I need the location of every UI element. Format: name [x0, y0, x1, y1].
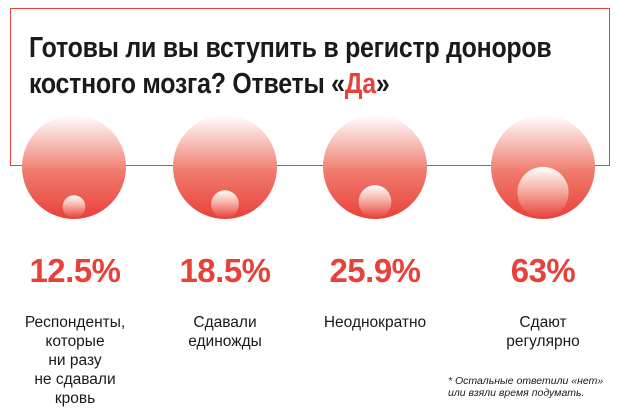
- title-highlight: Да: [344, 68, 376, 100]
- title-line-2-suffix: »: [375, 68, 390, 100]
- category-label-3: Неоднократно: [323, 314, 427, 331]
- value-label-2: 18.5%: [179, 252, 271, 289]
- title-frame: [10, 8, 610, 166]
- category-label-1: Респонденты, которые ни разу не сдавали …: [24, 314, 126, 407]
- total-circle-3: [323, 115, 427, 219]
- value-label-3: 25.9%: [329, 252, 421, 289]
- value-label-1: 12.5%: [29, 252, 121, 289]
- value-circle-3: [358, 185, 392, 218]
- category-label-2: Сдавали единожды: [188, 314, 262, 350]
- total-circle-1: [22, 115, 126, 219]
- total-circle-2: [173, 115, 277, 219]
- category-label-4: Сдают регулярно: [506, 314, 580, 350]
- title-line-2: костного мозга? Ответы «Да»: [29, 66, 519, 102]
- title-line-2-prefix: костного мозга? Ответы «: [29, 68, 345, 100]
- value-label-4: 63%: [510, 252, 576, 289]
- value-circle-4: [517, 166, 569, 218]
- chart-title: Готовы ли вы вступить в регистр доноров …: [29, 30, 552, 102]
- footnote: * Остальные ответили «нет» или взяли вре…: [448, 375, 604, 399]
- value-circle-2: [211, 190, 239, 219]
- title-line-1: Готовы ли вы вступить в регистр доноров: [29, 32, 552, 64]
- value-circle-1: [62, 195, 86, 218]
